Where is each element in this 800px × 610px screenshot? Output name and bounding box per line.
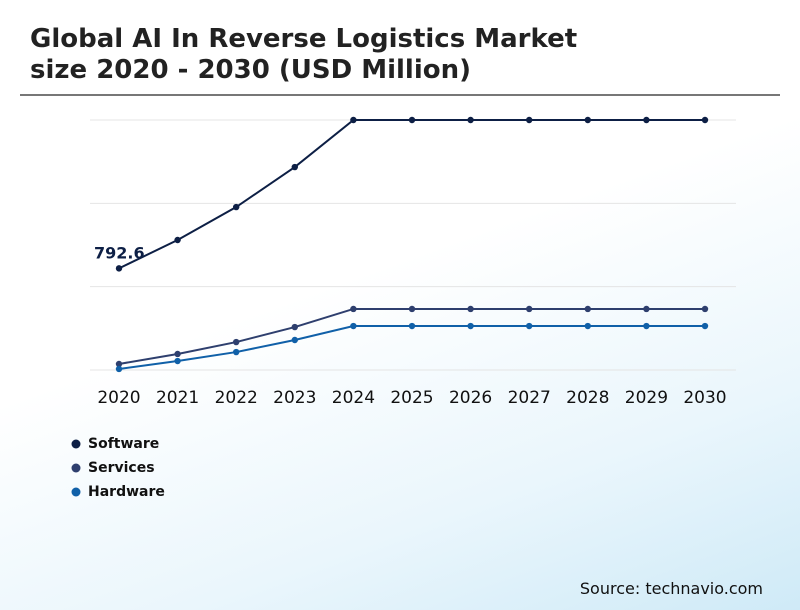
data-point — [701, 305, 709, 313]
data-point — [291, 323, 298, 331]
data-point — [350, 322, 357, 330]
data-point — [233, 203, 240, 211]
x-tick-label: 2029 — [625, 388, 668, 408]
legend-marker — [71, 487, 81, 497]
data-point — [174, 236, 181, 244]
data-point — [408, 116, 416, 124]
data-point — [701, 116, 709, 124]
data-point — [584, 116, 591, 124]
legend-label: Software — [88, 436, 159, 452]
data-point — [467, 116, 474, 124]
data-point — [643, 116, 650, 124]
data-point — [115, 265, 123, 272]
data-point — [291, 336, 298, 344]
data-point — [350, 305, 357, 313]
x-tick-label: 2021 — [156, 388, 199, 408]
data-point — [408, 322, 416, 330]
data-point — [115, 365, 123, 373]
data-point — [291, 163, 298, 171]
source: Source: technavio.com — [579, 579, 763, 598]
x-tick-label: 2024 — [332, 388, 375, 408]
data-point — [174, 350, 181, 358]
data-point — [174, 357, 181, 365]
data-label: 792.6 — [94, 244, 145, 263]
data-point — [115, 360, 123, 368]
x-tick-label: 2022 — [215, 388, 258, 408]
chart-title: Global AI In Reverse Logistics Market si… — [30, 24, 578, 85]
legend-label: Hardware — [88, 484, 165, 500]
data-point — [526, 116, 533, 124]
data-point — [467, 322, 474, 330]
data-point — [350, 116, 357, 124]
data-point — [584, 322, 591, 330]
data-point — [584, 305, 591, 313]
x-tick-label: 2023 — [273, 388, 316, 408]
data-point — [526, 305, 533, 313]
legend-label: Services — [88, 460, 155, 476]
data-point — [408, 305, 416, 313]
data-point — [643, 322, 650, 330]
data-point — [233, 348, 240, 356]
x-tick-label: 2026 — [449, 388, 492, 408]
data-point — [701, 322, 709, 330]
x-tick-label: 2020 — [97, 388, 140, 408]
x-tick-label: 2025 — [390, 388, 433, 408]
data-point — [467, 305, 474, 313]
x-tick-label: 2027 — [508, 388, 551, 408]
x-tick-label: 2030 — [683, 388, 726, 408]
series-line — [118, 119, 705, 270]
title-rule — [20, 94, 780, 96]
data-point — [233, 338, 240, 346]
legend-marker — [71, 463, 81, 473]
data-point — [643, 305, 650, 313]
data-point — [526, 322, 533, 330]
legend-marker — [71, 439, 81, 449]
x-tick-label: 2028 — [566, 388, 609, 408]
